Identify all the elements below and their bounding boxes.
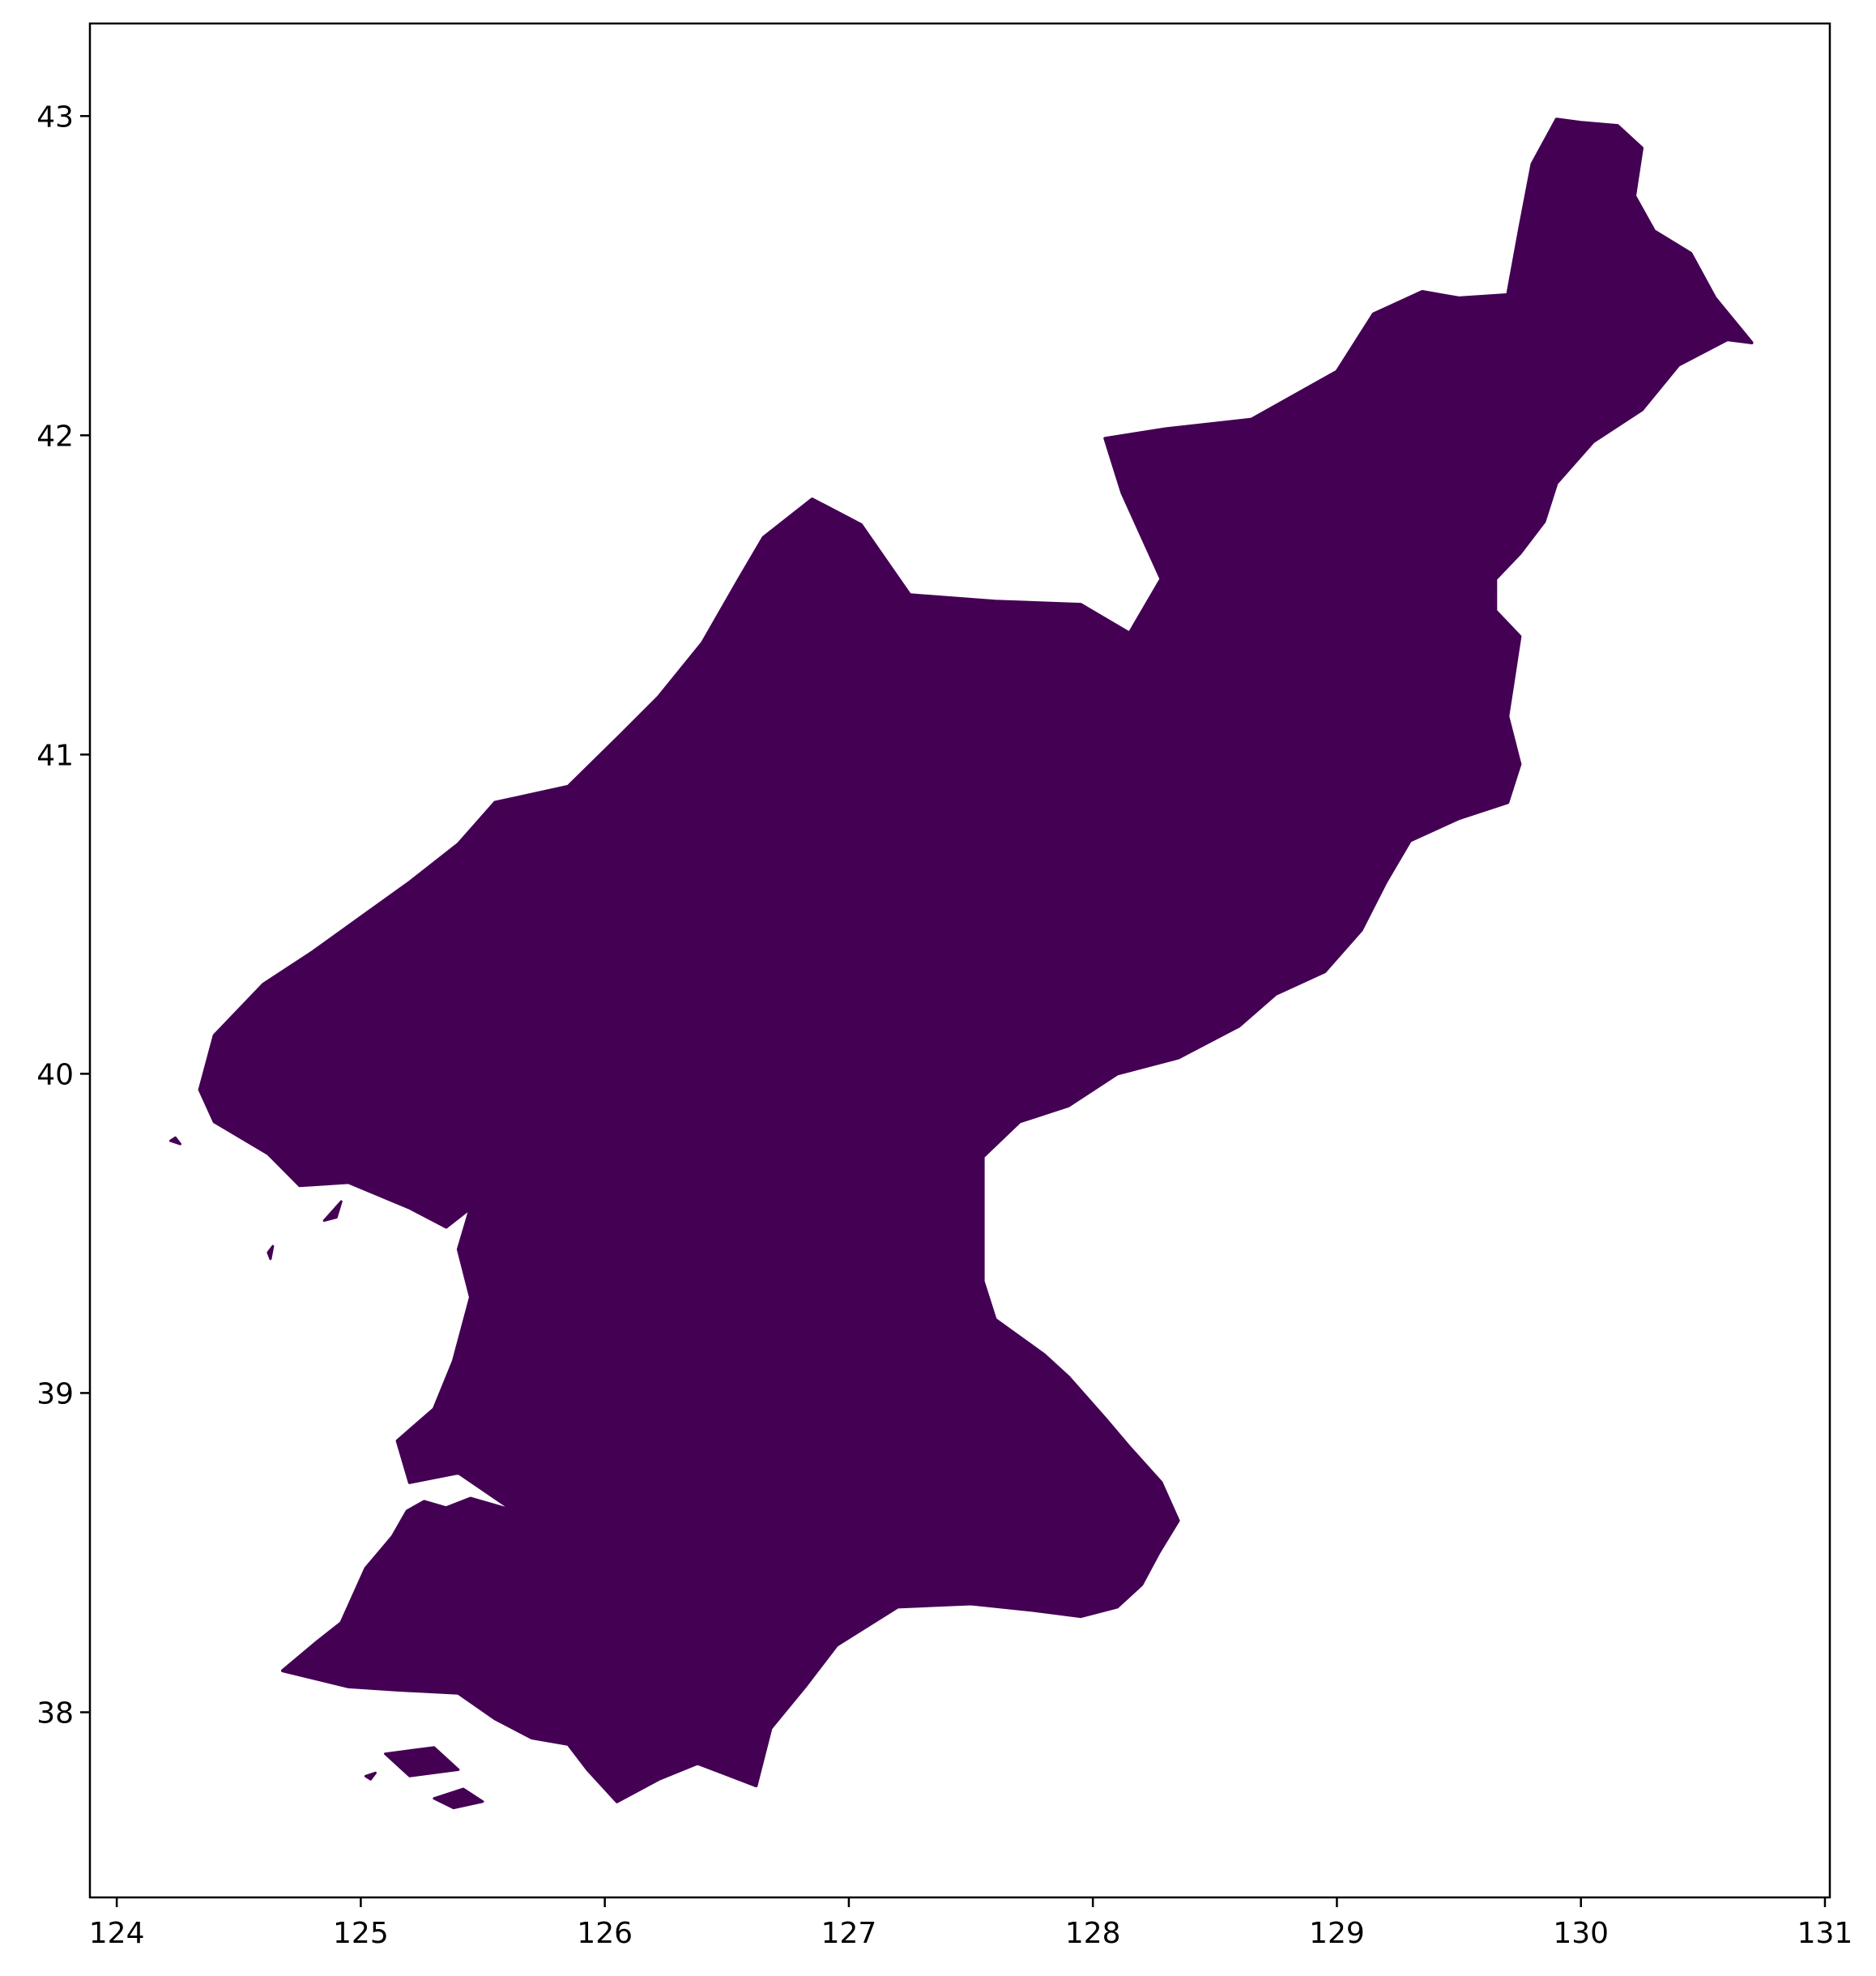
y-tick-label: 43 <box>36 100 74 134</box>
island-shape <box>384 1746 460 1778</box>
mainland-shape <box>198 117 1754 1803</box>
x-axis: 124 125 126 127 128 129 130 131 <box>89 1897 1853 1950</box>
island-shape <box>266 1244 275 1261</box>
north-korea-region <box>168 117 1754 1810</box>
y-tick-label: 39 <box>36 1377 74 1411</box>
x-tick-label: 129 <box>1309 1917 1365 1950</box>
x-tick-label: 125 <box>333 1917 389 1950</box>
y-tick-label: 38 <box>36 1696 74 1730</box>
x-tick-label: 124 <box>89 1917 145 1950</box>
y-tick-label: 42 <box>36 420 74 453</box>
x-tick-label: 126 <box>577 1917 633 1950</box>
island-shape <box>322 1200 343 1223</box>
axes-frame <box>88 22 1831 1899</box>
y-tick-label: 41 <box>36 739 74 772</box>
y-tick-label: 40 <box>36 1058 74 1091</box>
x-tick-label: 128 <box>1065 1917 1121 1950</box>
island-shape <box>433 1787 484 1810</box>
x-tick-label: 130 <box>1553 1917 1609 1950</box>
plot-area <box>88 22 1831 1899</box>
y-axis: 38 39 40 41 42 43 <box>36 100 90 1730</box>
island-shape <box>364 1771 377 1781</box>
island-shape <box>168 1136 181 1146</box>
x-tick-label: 127 <box>821 1917 877 1950</box>
x-tick-label: 131 <box>1797 1917 1853 1950</box>
